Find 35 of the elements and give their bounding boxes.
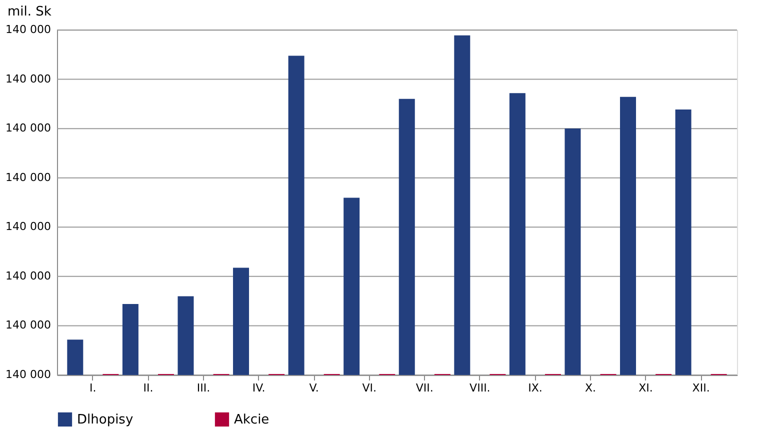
x-tick-label: VI. bbox=[362, 382, 376, 394]
x-tick-label: VIII. bbox=[470, 382, 490, 394]
bar bbox=[509, 93, 526, 375]
bar bbox=[564, 128, 581, 375]
text: 140 000 bbox=[6, 72, 51, 86]
legend-label: Dlhopisy bbox=[77, 412, 134, 428]
bar bbox=[233, 268, 250, 375]
bar bbox=[344, 198, 360, 375]
x-tick-label: XII. bbox=[692, 382, 710, 394]
bar bbox=[178, 296, 194, 375]
bar bbox=[620, 96, 636, 375]
bar bbox=[122, 304, 138, 375]
x-tick-label: II. bbox=[143, 382, 154, 394]
y-axis-title: mil. Sk bbox=[8, 4, 52, 20]
bar bbox=[398, 98, 415, 375]
text: 140 000 bbox=[6, 23, 51, 36]
x-tick-label: V. bbox=[309, 382, 319, 394]
x-tick-label: VII. bbox=[416, 382, 434, 394]
x-tick-label: I. bbox=[90, 382, 96, 394]
x-tick-label: III. bbox=[196, 382, 210, 394]
bar bbox=[454, 35, 470, 375]
x-tick-label: IX. bbox=[528, 382, 542, 394]
text: 140 000 bbox=[6, 170, 51, 184]
text: 140 000 bbox=[6, 368, 51, 381]
text: 140 000 bbox=[6, 318, 51, 332]
x-tick-label: IV. bbox=[252, 382, 266, 394]
bar bbox=[675, 109, 692, 375]
bar bbox=[288, 56, 304, 375]
text: 140 000 bbox=[6, 269, 51, 282]
x-tick-label: XI. bbox=[638, 382, 653, 394]
x-tick-label: X. bbox=[584, 382, 596, 394]
legend-label: Akcie bbox=[234, 412, 270, 428]
text: 140 000 bbox=[6, 122, 51, 135]
bar bbox=[67, 340, 84, 375]
text: 140 000 bbox=[6, 220, 51, 234]
